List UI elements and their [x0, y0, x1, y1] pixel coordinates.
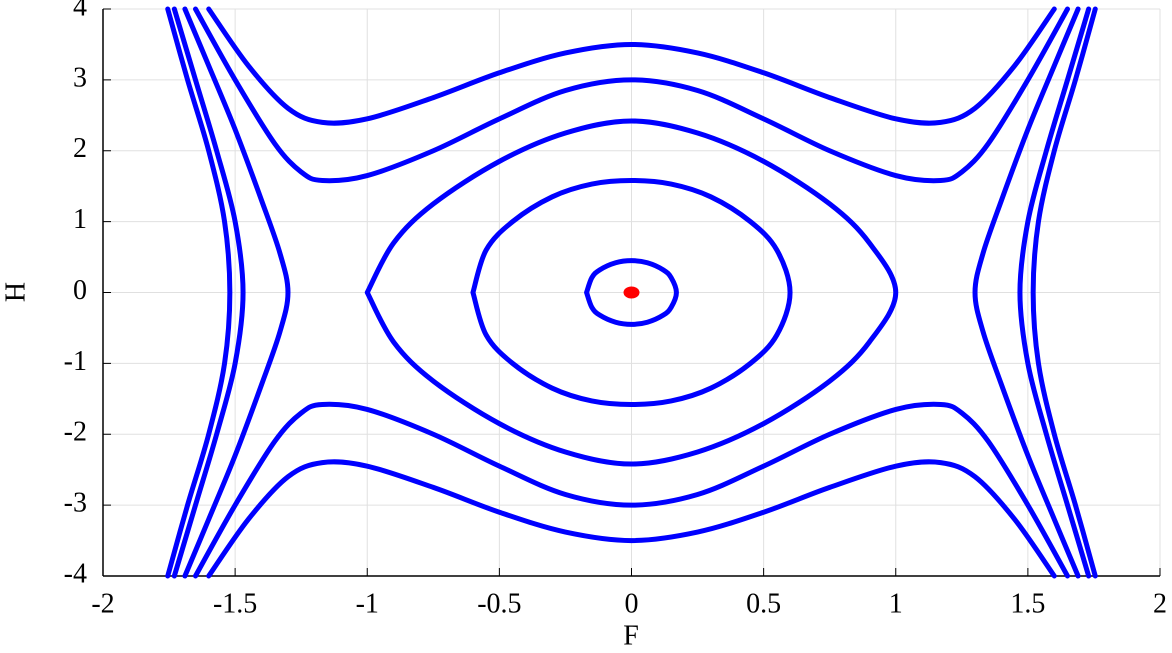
y-tick-label: -3 [64, 488, 87, 519]
x-tick-label: 2 [1153, 588, 1167, 619]
x-tick-label: -2 [91, 588, 114, 619]
y-tick-label: 1 [73, 204, 87, 235]
phase-curve [1017, 6, 1092, 579]
phase-curve [1030, 6, 1098, 579]
phase-curve [206, 6, 1057, 126]
phase-curve [972, 6, 1081, 579]
x-tick-label: -0.5 [477, 588, 521, 619]
equilibrium-point [623, 286, 640, 299]
phase-curve [171, 6, 246, 579]
phase-curve [364, 118, 899, 467]
x-tick-label: -1.5 [213, 588, 257, 619]
y-tick-label: 0 [73, 275, 87, 306]
phase-curve [165, 6, 233, 579]
y-tick-label: -2 [64, 417, 87, 448]
phase-curve [192, 6, 1071, 184]
phase-curve [470, 178, 793, 407]
x-tick-label: 0.5 [746, 588, 781, 619]
y-tick-label: 2 [73, 133, 87, 164]
phase-curve [182, 6, 291, 579]
x-tick-label: 1 [889, 588, 903, 619]
y-tick-label: -4 [64, 558, 87, 589]
y-tick-label: -1 [64, 346, 87, 377]
phase-curve [206, 459, 1057, 579]
x-tick-label: 0 [625, 588, 639, 619]
y-tick-label: 4 [73, 0, 87, 22]
x-tick-label: -1 [356, 588, 379, 619]
y-axis-label: H [0, 282, 31, 302]
y-tick-label: 3 [73, 62, 87, 93]
phase-curve [584, 258, 679, 327]
x-axis-label: F [623, 620, 639, 651]
phase-curve [192, 401, 1071, 579]
x-tick-label: 1.5 [1010, 588, 1045, 619]
